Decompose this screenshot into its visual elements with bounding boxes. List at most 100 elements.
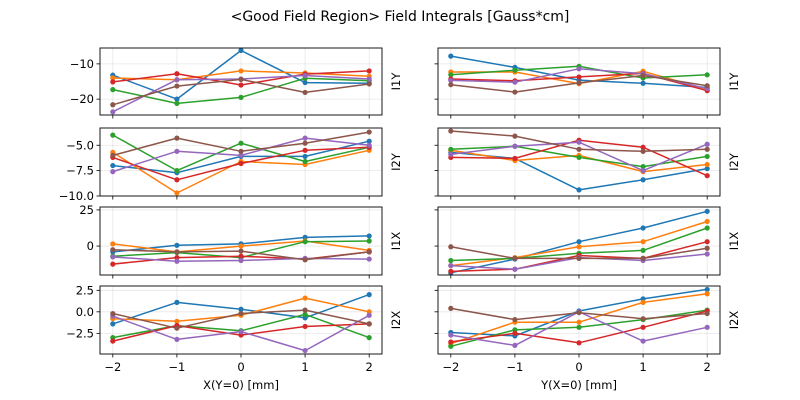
- data-point-s5: [302, 135, 308, 141]
- y-ticks: [434, 209, 438, 247]
- data-point-s6: [302, 140, 308, 146]
- data-point-s2: [704, 218, 710, 225]
- subplot-left-row2: −5.0 −7.5 −10.0 I2Y: [59, 127, 403, 203]
- axes-frame: [99, 47, 383, 116]
- series-group: [110, 292, 372, 354]
- data-point-s2: [640, 299, 646, 305]
- data-point-s5: [640, 338, 646, 344]
- data-point-s1: [238, 306, 244, 312]
- data-point-s5: [512, 266, 518, 272]
- x-ticks: [450, 115, 708, 119]
- data-point-s6: [174, 325, 180, 331]
- data-point-s1: [366, 233, 372, 239]
- data-point-s1: [704, 286, 710, 293]
- data-point-s4: [448, 339, 454, 345]
- data-point-s4: [110, 338, 116, 344]
- data-point-s3: [238, 94, 244, 100]
- y-ticks: [434, 289, 438, 334]
- data-point-s1: [576, 187, 582, 193]
- data-point-s5: [366, 256, 372, 262]
- x-tick-label: −2: [104, 360, 121, 374]
- data-point-s4: [640, 144, 646, 150]
- data-point-s5: [238, 152, 244, 159]
- data-point-s6: [512, 89, 518, 95]
- x-tick-label: 1: [639, 360, 646, 374]
- data-point-s5: [704, 251, 710, 257]
- data-point-s6: [640, 72, 646, 79]
- x-tick-label: 0: [237, 360, 244, 374]
- x-axis-label: Y(X=0) [mm]: [540, 378, 617, 392]
- data-point-s4: [238, 160, 244, 167]
- data-point-s1: [302, 234, 308, 240]
- subplot-right-row3: I1X: [434, 206, 741, 279]
- data-point-s5: [576, 66, 582, 72]
- x-tick-label: −1: [168, 360, 185, 374]
- data-point-s2: [576, 244, 582, 250]
- data-point-s6: [366, 81, 372, 87]
- y-ticks: [434, 144, 438, 197]
- y-axis-label: I2Y: [727, 152, 741, 171]
- data-point-s5: [640, 168, 646, 174]
- data-point-s3: [302, 239, 308, 245]
- data-point-s2: [110, 75, 116, 81]
- data-point-s1: [302, 153, 308, 160]
- subplot-right-row2: I2Y: [434, 127, 741, 200]
- data-point-s4: [238, 253, 244, 259]
- data-point-s3: [302, 158, 308, 165]
- y-tick-label: 0: [87, 239, 94, 253]
- data-point-s6: [302, 257, 308, 263]
- y-tick-label: 2.5: [76, 283, 94, 297]
- data-point-s5: [576, 139, 582, 145]
- axes-frame: [437, 47, 721, 116]
- data-point-s6: [238, 76, 244, 82]
- data-point-s3: [174, 100, 180, 106]
- data-point-s6: [238, 310, 244, 317]
- subplot-right-row1: I1Y: [434, 47, 741, 119]
- data-point-s4: [704, 173, 710, 179]
- data-point-s5: [174, 148, 180, 154]
- data-point-s3: [448, 72, 454, 78]
- data-point-s6: [448, 244, 454, 250]
- data-point-s6: [704, 83, 710, 89]
- y-axis-label: I1X: [389, 232, 403, 251]
- data-point-s1: [302, 79, 308, 86]
- data-point-s6: [110, 152, 116, 159]
- data-point-s4: [302, 323, 308, 330]
- x-ticks: [112, 196, 370, 200]
- data-point-s6: [448, 128, 454, 134]
- y-tick-label: 0.0: [76, 305, 94, 319]
- axes-frame: [99, 285, 383, 355]
- data-point-s1: [704, 208, 710, 214]
- data-point-s6: [704, 146, 710, 152]
- data-point-s2: [704, 291, 710, 297]
- data-point-s4: [238, 82, 244, 88]
- data-point-s5: [366, 312, 372, 318]
- data-point-s3: [512, 67, 518, 73]
- data-point-s6: [576, 255, 582, 261]
- data-point-s3: [704, 225, 710, 231]
- data-point-s3: [640, 163, 646, 170]
- data-point-s4: [576, 340, 582, 346]
- series-group: [448, 286, 710, 349]
- data-point-s5: [110, 109, 116, 115]
- data-point-s5: [512, 79, 518, 85]
- axes-frame: [437, 206, 721, 276]
- y-axis-label: I2X: [727, 311, 741, 330]
- data-point-s2: [110, 241, 116, 247]
- data-point-s6: [512, 133, 518, 139]
- data-point-s1: [366, 292, 372, 298]
- x-tick-label: 0: [575, 360, 582, 374]
- data-point-s4: [704, 239, 710, 245]
- x-tick-label: 2: [704, 360, 711, 374]
- y-ticks: [96, 144, 100, 197]
- data-point-s6: [512, 316, 518, 323]
- data-point-s3: [366, 238, 372, 244]
- data-point-s6: [576, 310, 582, 316]
- data-point-s1: [366, 138, 372, 144]
- data-point-s1: [110, 162, 116, 169]
- data-point-s5: [512, 143, 518, 149]
- data-point-s4: [174, 177, 180, 183]
- data-point-s3: [448, 343, 454, 349]
